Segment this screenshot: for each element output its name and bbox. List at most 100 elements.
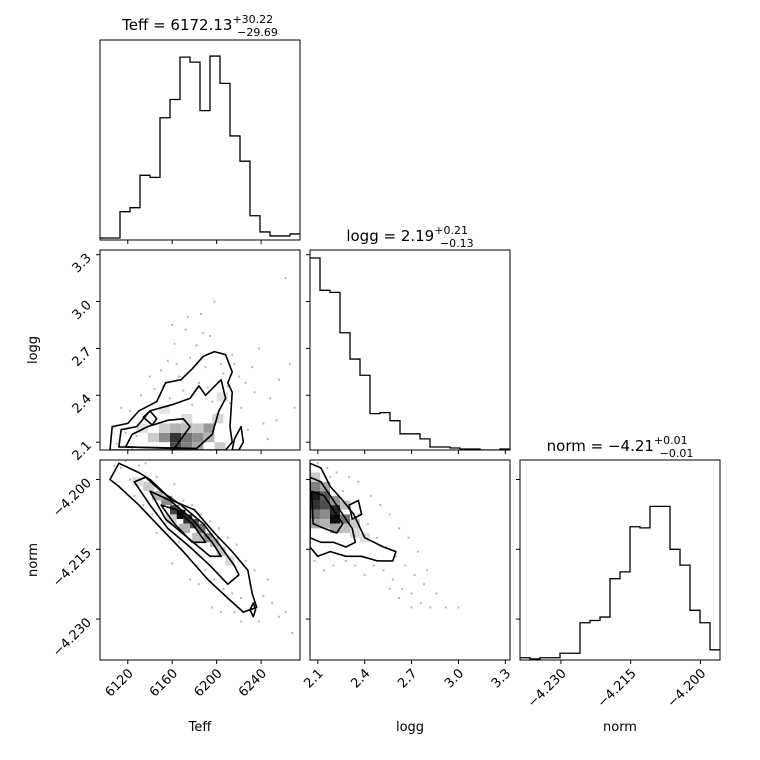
- scatter-point-logg_vs_Teff-0: [115, 442, 118, 445]
- scatter-point-norm_vs_Teff-11: [164, 494, 167, 497]
- scatter-point-logg_vs_Teff-49: [253, 391, 256, 394]
- scatter-point-logg_vs_Teff-11: [195, 344, 198, 347]
- density-cell-logg_vs_Teff-4: [203, 423, 215, 433]
- scatter-point-logg_vs_Teff-14: [209, 334, 211, 337]
- title-norm-minus: −0.01: [660, 447, 694, 460]
- scatter-point-logg_vs_Teff-46: [175, 363, 178, 366]
- scatter-point-logg_vs_Teff-21: [251, 366, 254, 369]
- density-cell-norm_vs_logg-18: [350, 528, 360, 538]
- density-cell-norm_vs_Teff-8: [210, 537, 219, 547]
- scatter-point-logg_vs_Teff-6: [166, 359, 169, 362]
- scatter-point-logg_vs_Teff-32: [197, 381, 200, 384]
- scatter-point-norm_vs_logg-36: [341, 490, 344, 493]
- scatter-point-norm_vs_Teff-29: [244, 559, 247, 562]
- panel-frame-norm-logg: [309, 459, 511, 661]
- scatter-point-norm_vs_Teff-24: [222, 587, 225, 590]
- density-cell-logg_vs_Teff-14: [214, 442, 226, 450]
- density-cell-norm_vs_logg-7: [310, 509, 320, 520]
- scatter-point-logg_vs_Teff-40: [231, 353, 234, 356]
- scatter-point-logg_vs_Teff-7: [173, 342, 176, 345]
- scatter-point-norm_vs_Teff-33: [262, 594, 265, 597]
- scatter-point-norm_vs_logg-27: [313, 559, 316, 562]
- scatter-point-norm_vs_logg-23: [354, 564, 357, 567]
- scatter-point-norm_vs_logg-19: [410, 592, 413, 595]
- scatter-point-norm_vs_Teff-38: [291, 632, 294, 635]
- title-logg: logg = 2.19+0.21 −0.13: [346, 224, 473, 250]
- frame-layer: [99, 39, 721, 661]
- scatter-point-logg_vs_Teff-26: [284, 277, 287, 280]
- scatter-point-logg_vs_Teff-16: [220, 363, 223, 366]
- density-cell-norm_vs_Teff-11: [178, 523, 190, 534]
- scatter-point-logg_vs_Teff-53: [171, 324, 174, 326]
- density-cell-norm_vs_Teff-3: [190, 519, 199, 529]
- title-norm-median: −4.21: [608, 437, 654, 455]
- scatter-point-norm_vs_Teff-32: [257, 620, 260, 623]
- xtick-label-logg: 3.0: [442, 666, 467, 691]
- xtick-label-norm: −4.230: [525, 666, 570, 711]
- scatter-point-norm_vs_logg-22: [363, 573, 366, 576]
- scatter-point-norm_vs_logg-0: [316, 462, 319, 465]
- contour-logg_vs_Teff-2: [124, 417, 191, 450]
- tick-layer: 6120 6160 6200 6240 2.1 2.4 2.7 3.0 3.3 −4.230 −4.…: [50, 240, 709, 711]
- scatter-point-logg_vs_Teff-55: [186, 316, 189, 319]
- scatter-point-logg_vs_Teff-23: [262, 422, 265, 425]
- ytick-label-norm: −4.215: [50, 546, 95, 591]
- scatter-point-logg_vs_Teff-44: [149, 375, 151, 378]
- contour-logg_vs_Teff-0: [109, 350, 233, 450]
- scatter-point-norm_vs_logg-4: [357, 480, 360, 483]
- density-cell-logg_vs_Teff-12: [158, 423, 170, 433]
- density-cell-logg_vs_Teff-19: [216, 392, 228, 402]
- density-cell-logg_vs_Teff-16: [181, 414, 193, 424]
- title-teff-minus: −29.69: [237, 26, 278, 39]
- scatter-point-logg_vs_Teff-4: [153, 388, 156, 391]
- scatter-point-norm_vs_Teff-28: [240, 597, 243, 600]
- scatter-point-norm_vs_Teff-41: [233, 611, 236, 614]
- scatter-point-logg_vs_Teff-1: [129, 409, 131, 412]
- density-cell-norm_vs_Teff-10: [143, 481, 155, 492]
- density-cell-norm_vs_logg-10: [320, 481, 330, 492]
- scatter-point-logg_vs_Teff-51: [275, 419, 278, 422]
- density-cell-logg_vs_Teff-2: [181, 432, 193, 443]
- xlabel-logg: logg: [396, 720, 424, 735]
- scatter-point-logg_vs_Teff-50: [266, 438, 269, 441]
- scatter-point-logg_vs_Teff-15: [213, 300, 216, 303]
- scatter-point-logg_vs_Teff-34: [229, 402, 231, 405]
- scatter-point-logg_vs_Teff-17: [226, 384, 229, 387]
- scatter-point-norm_vs_logg-13: [444, 606, 447, 609]
- density-layer: [132, 392, 370, 566]
- xtick-label-logg: 3.3: [489, 666, 514, 691]
- density-cell-logg_vs_Teff-7: [192, 442, 204, 450]
- density-cell-logg_vs_Teff-18: [158, 404, 170, 415]
- density-cell-logg_vs_Teff-3: [192, 432, 204, 443]
- xlabel-norm: norm: [603, 720, 637, 735]
- scatter-point-norm_vs_Teff-40: [211, 606, 214, 609]
- xtick-label-norm: −4.200: [665, 666, 710, 711]
- title-norm: norm = −4.21+0.01 −0.01: [547, 434, 694, 460]
- scatter-point-norm_vs_Teff-7: [146, 485, 149, 488]
- scatter-point-norm_vs_Teff-26: [231, 592, 234, 595]
- scatter-point-norm_vs_Teff-13: [173, 483, 176, 486]
- scatter-point-logg_vs_Teff-2: [140, 394, 143, 397]
- scatter-point-norm_vs_logg-39: [398, 597, 401, 600]
- scatter-point-logg_vs_Teff-43: [120, 406, 123, 409]
- scatter-point-norm_vs_Teff-21: [209, 520, 211, 523]
- xtick-label-norm: −4.215: [595, 666, 640, 711]
- ytick-label-logg: 2.7: [70, 345, 95, 370]
- scatter-point-logg_vs_Teff-29: [131, 447, 134, 450]
- contour-layer: [109, 350, 397, 618]
- scatter-point-logg_vs_Teff-35: [169, 397, 171, 400]
- scatter-point-norm_vs_Teff-8: [151, 513, 154, 516]
- contour-norm_vs_logg-2: [310, 490, 344, 534]
- scatter-point-norm_vs_Teff-0: [113, 464, 116, 467]
- panel-frame-Teff-Teff: [99, 39, 301, 241]
- scatter-point-logg_vs_Teff-28: [124, 431, 127, 434]
- scatter-point-logg_vs_Teff-47: [211, 400, 214, 403]
- scatter-point-norm_vs_logg-17: [391, 578, 394, 581]
- scatter-point-norm_vs_logg-32: [413, 573, 416, 576]
- contour-logg_vs_Teff-4: [231, 425, 245, 450]
- scatter-point-norm_vs_Teff-9: [155, 476, 158, 479]
- title-teff-prefix: Teff =: [121, 16, 170, 34]
- xtick-label-Teff: 6240: [236, 666, 270, 700]
- contour-norm_vs_Teff-4: [249, 601, 257, 618]
- scatter-point-norm_vs_Teff-35: [271, 601, 274, 604]
